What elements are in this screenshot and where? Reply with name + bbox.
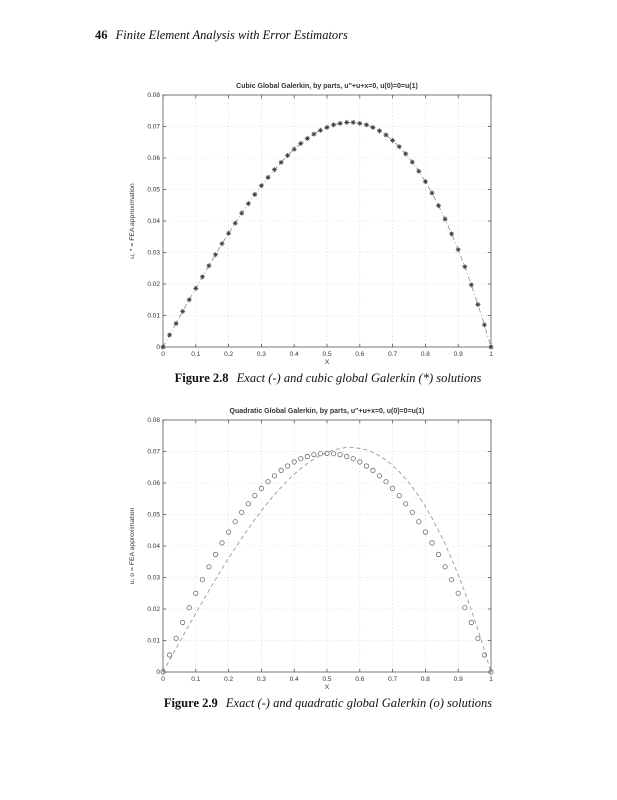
book-title: Finite Element Analysis with Error Estim…: [115, 28, 348, 42]
svg-text:X: X: [325, 359, 330, 366]
svg-text:Cubic Global Galerkin, by part: Cubic Global Galerkin, by parts, u''+u+x…: [236, 83, 418, 90]
svg-text:0.06: 0.06: [147, 480, 160, 487]
figure-2-9-caption: Figure 2.9 Exact (-) and quadratic globa…: [110, 696, 546, 711]
svg-text:0.08: 0.08: [147, 417, 160, 424]
svg-text:1: 1: [489, 676, 493, 683]
svg-text:0.2: 0.2: [224, 351, 233, 358]
svg-text:0.7: 0.7: [388, 676, 397, 683]
svg-text:0.03: 0.03: [147, 575, 160, 582]
figure-2-8: 0 0.1 0.2 0.3 0.4 0.5 0.6 0.7 0.8 0.9 1 0 0.01 0.02 0.…: [110, 78, 546, 386]
svg-text:u, o = FEA approximation: u, o = FEA approximation: [129, 508, 136, 585]
svg-text:0.01: 0.01: [147, 638, 160, 645]
svg-text:0.4: 0.4: [290, 351, 299, 358]
svg-text:0.05: 0.05: [147, 512, 160, 519]
svg-text:0: 0: [161, 676, 165, 683]
svg-text:0.1: 0.1: [191, 676, 200, 683]
svg-text:0.04: 0.04: [147, 218, 160, 225]
figure-2-8-caption: Figure 2.8 Exact (-) and cubic global Ga…: [110, 371, 546, 386]
figure-2-9: 0 0.1 0.2 0.3 0.4 0.5 0.6 0.7 0.8 0.9 1 0 0.01 0.02 0.…: [110, 403, 546, 711]
svg-text:0.01: 0.01: [147, 313, 160, 320]
svg-text:0.8: 0.8: [421, 351, 430, 358]
page-number: 46: [95, 28, 108, 42]
svg-text:0.2: 0.2: [224, 676, 233, 683]
svg-text:0.9: 0.9: [454, 351, 463, 358]
svg-text:0.8: 0.8: [421, 676, 430, 683]
svg-text:0.08: 0.08: [147, 92, 160, 99]
svg-text:0: 0: [156, 344, 160, 351]
svg-text:0: 0: [156, 669, 160, 676]
svg-text:0.3: 0.3: [257, 676, 266, 683]
svg-text:0.07: 0.07: [147, 124, 160, 131]
running-header: 46 Finite Element Analysis with Error Es…: [95, 28, 348, 43]
svg-text:0.04: 0.04: [147, 543, 160, 550]
caption-text: Exact (-) and quadratic global Galerkin …: [225, 696, 493, 710]
svg-text:0.03: 0.03: [147, 250, 160, 257]
svg-text:u, * = FEA approximation: u, * = FEA approximation: [129, 183, 136, 259]
svg-text:0: 0: [161, 351, 165, 358]
svg-text:0.05: 0.05: [147, 187, 160, 194]
svg-text:X: X: [325, 684, 330, 691]
svg-text:0.5: 0.5: [322, 351, 331, 358]
svg-text:0.9: 0.9: [454, 676, 463, 683]
svg-text:0.02: 0.02: [147, 606, 160, 613]
caption-label: Figure 2.8: [174, 371, 229, 385]
svg-text:0.1: 0.1: [191, 351, 200, 358]
svg-text:0.6: 0.6: [355, 351, 364, 358]
caption-label: Figure 2.9: [163, 696, 218, 710]
svg-text:0.4: 0.4: [290, 676, 299, 683]
svg-text:Quadratic Global Galerkin, by: Quadratic Global Galerkin, by parts, u''…: [230, 408, 425, 415]
cubic-galerkin-chart: 0 0.1 0.2 0.3 0.4 0.5 0.6 0.7 0.8 0.9 1 0 0.01 0.02 0.…: [129, 83, 494, 366]
svg-text:1: 1: [489, 351, 493, 358]
svg-text:0.7: 0.7: [388, 351, 397, 358]
svg-text:0.02: 0.02: [147, 281, 160, 288]
svg-text:0.07: 0.07: [147, 449, 160, 456]
caption-text: Exact (-) and cubic global Galerkin (*) …: [236, 371, 482, 385]
svg-text:0.3: 0.3: [257, 351, 266, 358]
svg-text:0.06: 0.06: [147, 155, 160, 162]
svg-text:0.5: 0.5: [322, 676, 331, 683]
quadratic-galerkin-chart: 0 0.1 0.2 0.3 0.4 0.5 0.6 0.7 0.8 0.9 1 0 0.01 0.02 0.…: [129, 408, 494, 691]
svg-text:0.6: 0.6: [355, 676, 364, 683]
